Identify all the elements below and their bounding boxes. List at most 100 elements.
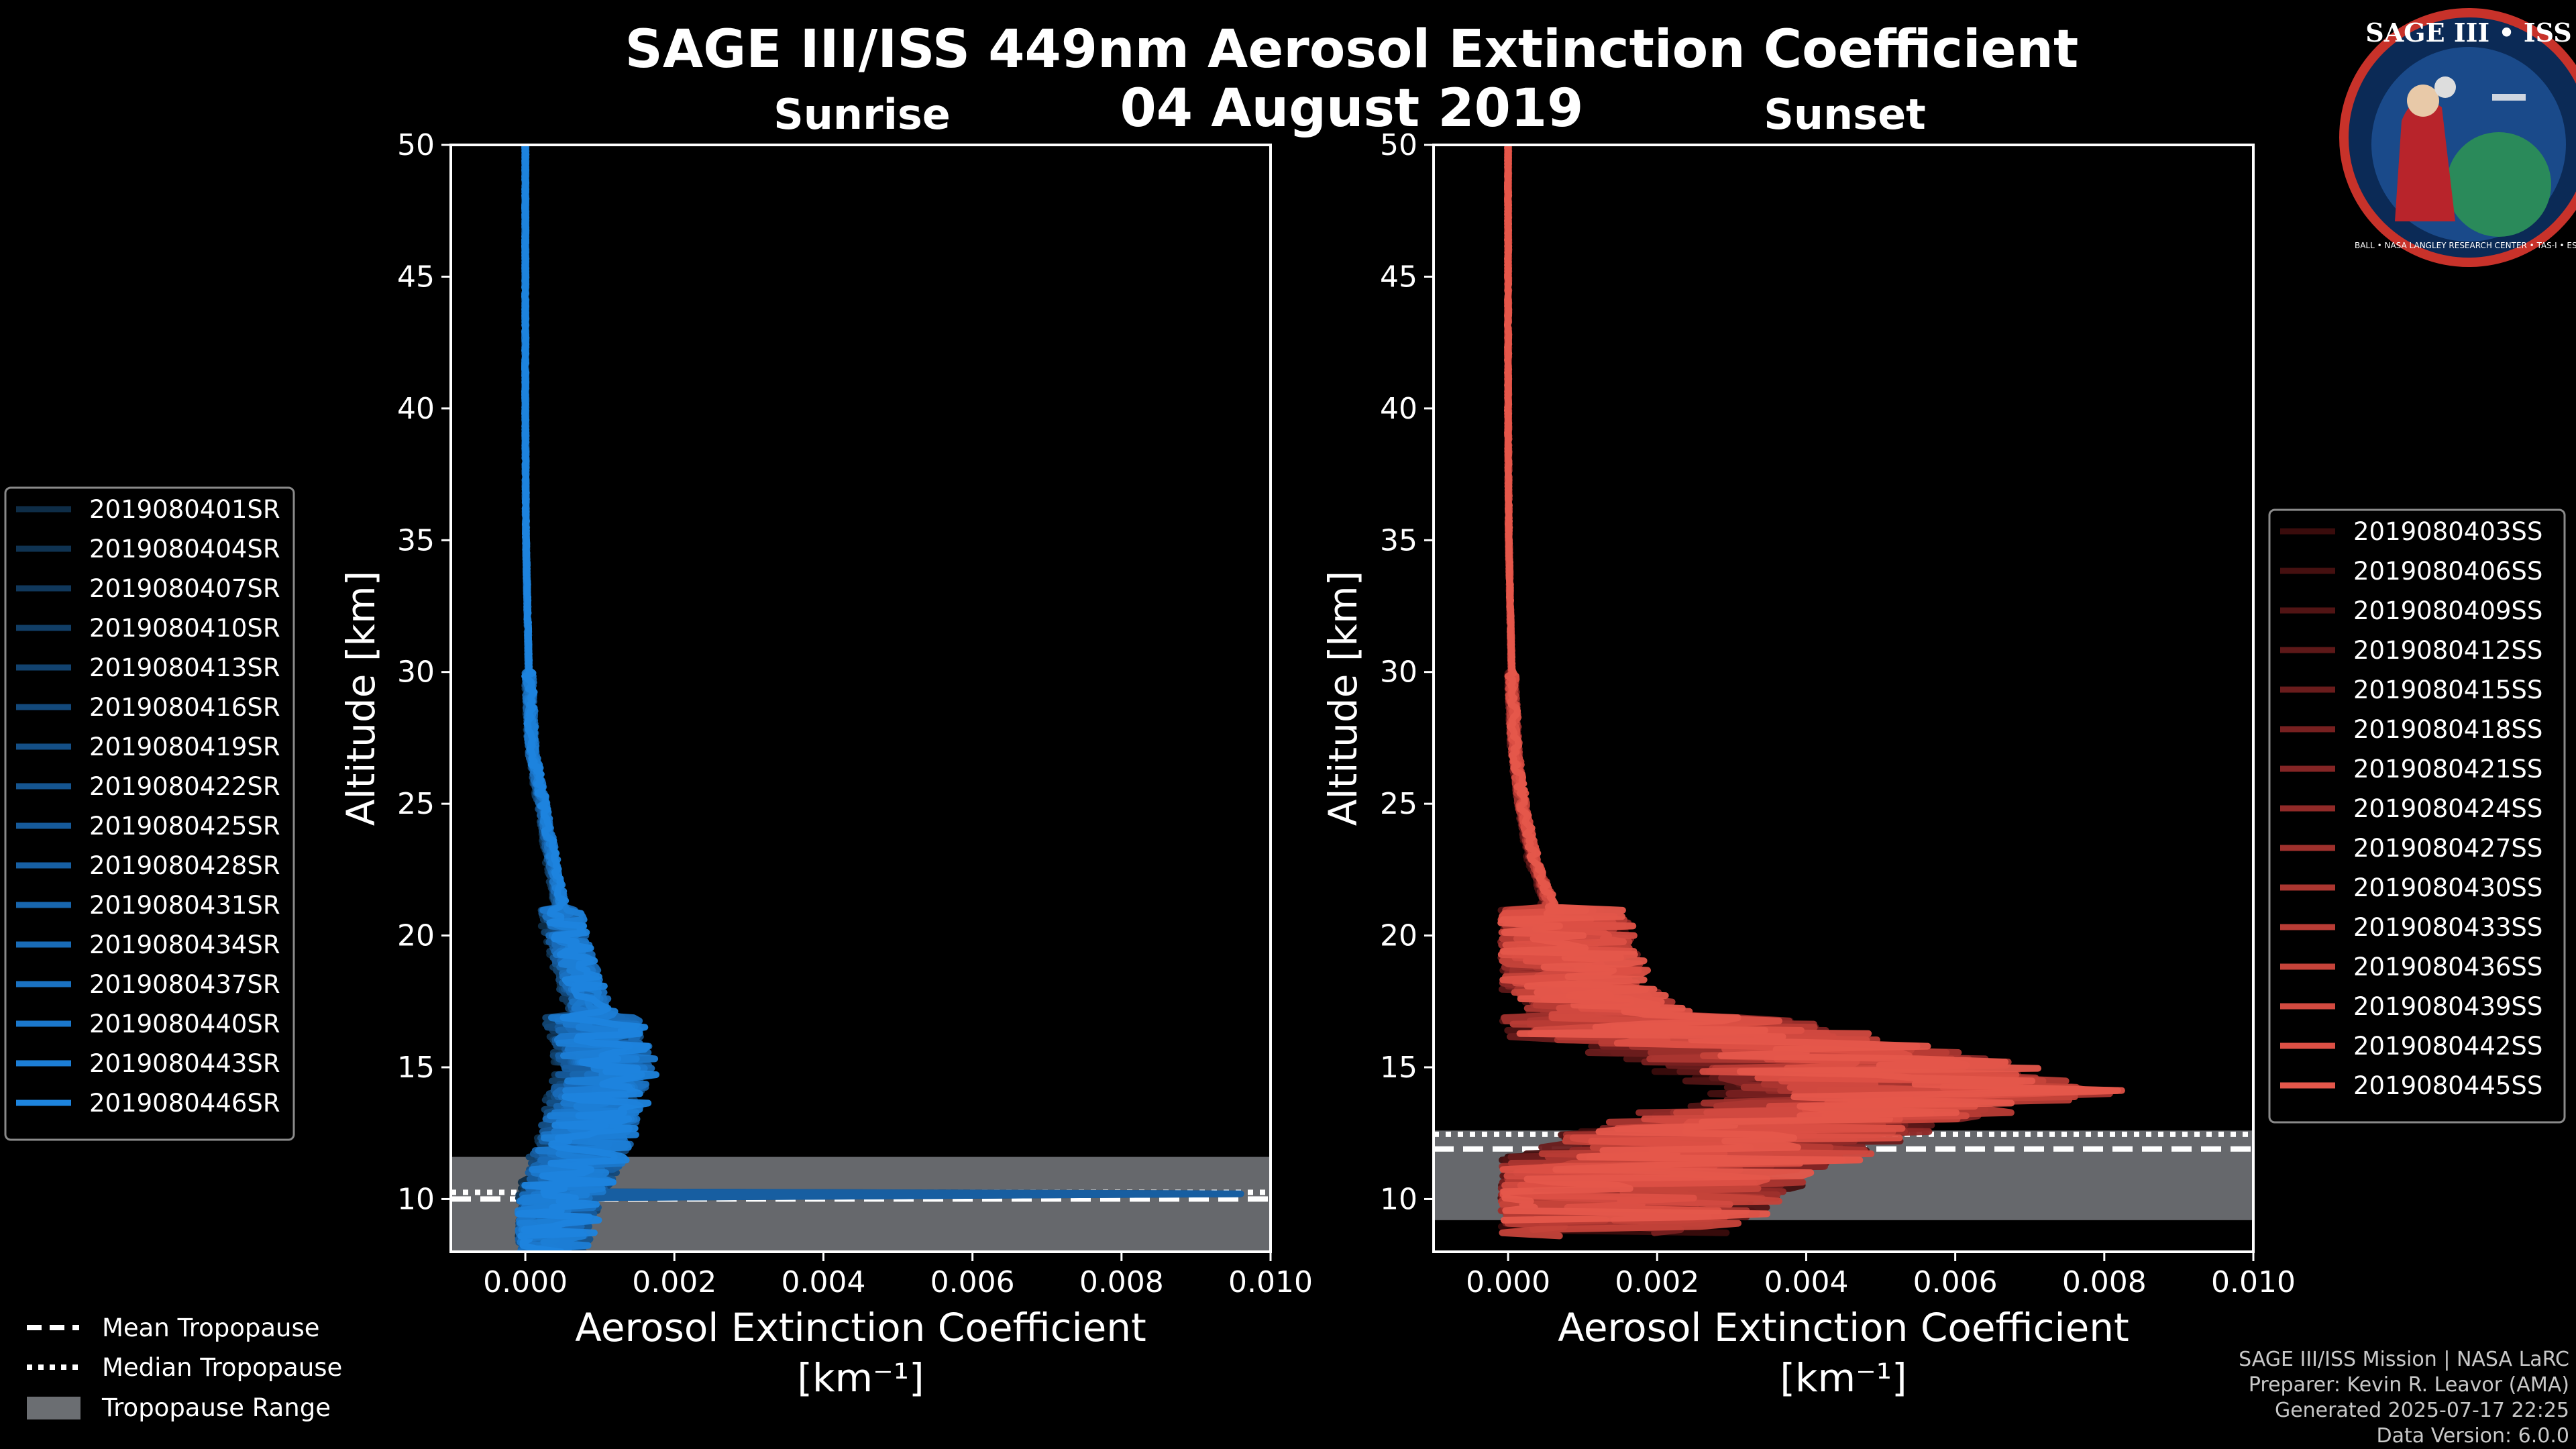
figure-date: 04 August 2019 bbox=[1120, 78, 1584, 139]
x-tick-label: 0.006 bbox=[1913, 1265, 1998, 1299]
legend-label: 2019080407SR bbox=[89, 574, 280, 603]
sunset-subtitle: Sunset bbox=[1764, 90, 1926, 139]
footer-mission: SAGE III/ISS Mission | NASA LaRC bbox=[2239, 1348, 2569, 1371]
legend-label: 2019080445SS bbox=[2353, 1071, 2542, 1100]
sunset-profiles bbox=[1497, 145, 2125, 1240]
y-tick-label: 20 bbox=[397, 919, 435, 953]
legend-label: 2019080409SS bbox=[2353, 596, 2542, 625]
legend-label: 2019080415SS bbox=[2353, 676, 2542, 704]
logo-ring-text: BALL • NASA LANGLEY RESEARCH CENTER • TA… bbox=[2355, 241, 2576, 250]
legend-label: 2019080446SR bbox=[89, 1089, 280, 1118]
legend-mean-label: Mean Tropopause bbox=[102, 1313, 320, 1342]
legend-label: 2019080413SR bbox=[89, 653, 280, 682]
sunset-ylabel: Altitude [km] bbox=[1320, 571, 1366, 826]
sunset-plot-frame bbox=[1432, 144, 2255, 1253]
legend-range-swatch bbox=[27, 1397, 80, 1419]
sage-iii-iss-logo: SAGE III • ISS BALL • NASA LANGLEY RESEA… bbox=[2339, 8, 2576, 267]
y-tick-label: 20 bbox=[1380, 919, 1417, 953]
x-tick-label: 0.008 bbox=[2062, 1265, 2147, 1299]
footer-credits: SAGE III/ISS Mission | NASA LaRC Prepare… bbox=[2239, 1348, 2569, 1448]
figure-title: SAGE III/ISS 449nm Aerosol Extinction Co… bbox=[625, 19, 2079, 80]
x-tick-label: 0.010 bbox=[1228, 1265, 1313, 1299]
legend-label: 2019080406SS bbox=[2353, 557, 2542, 586]
x-tick-label: 0.000 bbox=[483, 1265, 568, 1299]
legend-label: 2019080410SR bbox=[89, 614, 280, 643]
legend-label: 2019080442SS bbox=[2353, 1032, 2542, 1061]
legend-label: 2019080437SR bbox=[89, 970, 280, 999]
sunrise-xlabel-unit: [km⁻¹] bbox=[797, 1355, 924, 1401]
profile-2019080445SS bbox=[1497, 145, 2121, 1224]
sunrise-x-ticks: 0.000 0.002 0.004 0.006 0.008 0.010 bbox=[483, 1252, 1313, 1299]
legend-label: 2019080433SS bbox=[2353, 913, 2542, 942]
profile-2019080446SR bbox=[515, 145, 660, 1252]
legend-label: 2019080418SS bbox=[2353, 715, 2542, 744]
legend-frame bbox=[4, 486, 295, 1141]
logo-moon bbox=[2434, 76, 2456, 98]
y-tick-label: 50 bbox=[1380, 128, 1417, 162]
y-tick-label: 15 bbox=[397, 1051, 435, 1085]
logo-earth bbox=[2447, 132, 2551, 237]
logo-iss-station bbox=[2492, 94, 2526, 101]
y-tick-label: 30 bbox=[1380, 655, 1417, 690]
y-tick-label: 25 bbox=[1380, 787, 1417, 821]
legend-label: 2019080431SR bbox=[89, 891, 280, 920]
legend-label: 2019080436SS bbox=[2353, 953, 2542, 981]
legend-label: 2019080421SS bbox=[2353, 755, 2542, 784]
legend-label: 2019080412SS bbox=[2353, 636, 2542, 665]
legend-median-label: Median Tropopause bbox=[102, 1353, 342, 1382]
logo-sage-figure bbox=[2395, 99, 2455, 221]
sunset-y-ticks: 10 15 20 25 30 35 40 45 50 bbox=[1380, 128, 1434, 1216]
x-tick-label: 0.004 bbox=[1764, 1265, 1848, 1299]
sunset-xlabel-unit: [km⁻¹] bbox=[1780, 1355, 1907, 1401]
sunrise-ylabel: Altitude [km] bbox=[338, 571, 384, 826]
legend-label: 2019080440SR bbox=[89, 1010, 280, 1038]
y-tick-label: 25 bbox=[397, 787, 435, 821]
legend-label: 2019080430SS bbox=[2353, 873, 2542, 902]
legend-label: 2019080434SR bbox=[89, 930, 280, 959]
legend-label: 2019080419SR bbox=[89, 733, 280, 761]
x-tick-label: 0.010 bbox=[2211, 1265, 2296, 1299]
legend-label: 2019080428SR bbox=[89, 851, 280, 880]
y-tick-label: 50 bbox=[397, 128, 435, 162]
y-tick-label: 35 bbox=[1380, 523, 1417, 557]
sunset-xlabel: Aerosol Extinction Coefficient bbox=[1558, 1305, 2129, 1350]
y-tick-label: 10 bbox=[1380, 1182, 1417, 1216]
sunrise-subtitle: Sunrise bbox=[773, 90, 951, 139]
y-tick-label: 45 bbox=[397, 260, 435, 294]
legend-label: 2019080422SR bbox=[89, 772, 280, 801]
x-tick-label: 0.002 bbox=[632, 1265, 716, 1299]
y-tick-label: 10 bbox=[397, 1182, 435, 1216]
y-tick-label: 30 bbox=[397, 655, 435, 690]
sunrise-y-ticks: 10 15 20 25 30 35 40 45 50 bbox=[397, 128, 451, 1216]
legend-frame bbox=[2268, 508, 2566, 1124]
x-tick-label: 0.000 bbox=[1466, 1265, 1550, 1299]
sunrise-xlabel: Aerosol Extinction Coefficient bbox=[575, 1305, 1146, 1350]
x-tick-label: 0.004 bbox=[781, 1265, 865, 1299]
legend-label: 2019080416SR bbox=[89, 693, 280, 722]
footer-data-version: Data Version: 6.0.0 bbox=[2377, 1424, 2569, 1448]
logo-title: SAGE III • ISS bbox=[2365, 17, 2571, 48]
sunrise-profiles bbox=[515, 145, 1244, 1252]
legend-label: 2019080403SS bbox=[2353, 517, 2542, 546]
legend-label: 2019080427SS bbox=[2353, 834, 2542, 863]
y-tick-label: 45 bbox=[1380, 260, 1417, 294]
x-tick-label: 0.008 bbox=[1079, 1265, 1164, 1299]
sunset-legend: 2019080403SS 2019080406SS 2019080409SS 2019… bbox=[2268, 508, 2566, 1124]
footer-generated: Generated 2025-07-17 22:25 bbox=[2275, 1399, 2569, 1422]
legend-label: 2019080439SS bbox=[2353, 992, 2542, 1021]
logo-sage-head bbox=[2407, 85, 2439, 117]
sunrise-legend: 2019080401SR 2019080404SR 2019080407SR 2019… bbox=[4, 486, 295, 1141]
x-tick-label: 0.006 bbox=[930, 1265, 1015, 1299]
y-tick-label: 35 bbox=[397, 523, 435, 557]
y-tick-label: 15 bbox=[1380, 1051, 1417, 1085]
x-tick-label: 0.002 bbox=[1615, 1265, 1699, 1299]
legend-label: 2019080404SR bbox=[89, 535, 280, 564]
sunrise-plot-frame bbox=[449, 144, 1272, 1253]
legend-label: 2019080424SS bbox=[2353, 794, 2542, 823]
footer-preparer: Preparer: Kevin R. Leavor (AMA) bbox=[2249, 1373, 2569, 1397]
tropopause-legend: Mean Tropopause Median Tropopause Tropop… bbox=[27, 1313, 342, 1422]
